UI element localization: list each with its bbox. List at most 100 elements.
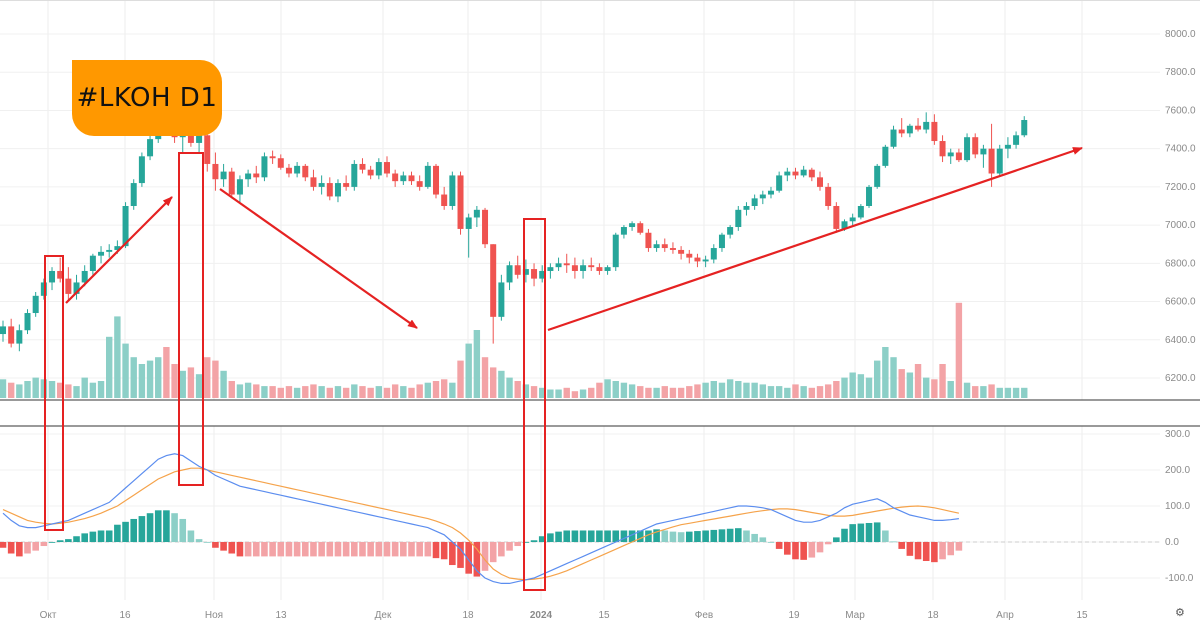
candle-body <box>457 175 464 229</box>
volume-bar <box>16 384 23 398</box>
macd-hist-bar <box>579 530 587 542</box>
candle-body <box>416 181 423 187</box>
macd-hist-bar <box>383 542 391 557</box>
macd-hist-bar <box>857 523 865 542</box>
volume-bar <box>931 379 938 398</box>
volume-bar <box>204 357 211 398</box>
macd-hist-bar <box>939 542 946 560</box>
macd-hist-bar <box>440 542 448 560</box>
price-tick-label: 6200.0 <box>1165 373 1196 384</box>
volume-bar <box>40 379 48 398</box>
macd-hist-bar <box>163 510 170 542</box>
volume-bar <box>130 357 137 398</box>
candle-body <box>800 169 807 176</box>
candle-body <box>465 217 472 229</box>
candle-body <box>98 251 105 256</box>
macd-hist-bar <box>171 513 178 542</box>
macd-hist-bar <box>563 530 571 542</box>
volume-bar <box>661 386 668 398</box>
volume-bar <box>32 377 39 398</box>
candle-body <box>776 175 783 191</box>
volume-bar <box>0 379 7 398</box>
candle-body <box>874 165 881 187</box>
macd-hist-bar <box>808 542 816 558</box>
candle-body <box>980 148 987 155</box>
volume-bar <box>440 379 448 398</box>
signal-line <box>2 467 960 581</box>
macd-hist-bar <box>841 528 848 542</box>
macd-hist-bar <box>906 542 914 556</box>
macd-hist-bar <box>661 530 669 542</box>
candle-body <box>882 146 889 166</box>
macd-hist-bar <box>203 542 211 543</box>
macd-hist-bar <box>277 542 285 557</box>
candle-body <box>40 282 47 296</box>
candle-body <box>253 173 260 178</box>
macd-hist-bar <box>514 542 522 547</box>
candle-body <box>81 270 88 283</box>
annotations <box>44 146 1083 591</box>
volume-bar <box>963 382 971 398</box>
macd-hist-bar <box>89 531 97 542</box>
candle-body <box>563 263 570 266</box>
volume-bar <box>367 387 374 398</box>
volume-bar <box>694 384 701 398</box>
indicator-tick-label: 200.0 <box>1165 465 1190 476</box>
volume-bar <box>302 386 309 398</box>
candle-body <box>400 175 407 182</box>
volume-bar <box>555 389 562 398</box>
macd-hist-bar <box>865 522 873 542</box>
volume-bar <box>604 379 611 398</box>
macd-hist-bar <box>833 537 840 542</box>
macd-hist-bar <box>743 530 750 542</box>
volume-bar <box>841 377 848 398</box>
volume-bar <box>187 367 195 398</box>
candle-body <box>196 135 203 143</box>
macd-hist-bar <box>130 518 138 542</box>
candle-body <box>612 234 619 268</box>
macd-hist-bar <box>220 542 227 551</box>
macd-hist-bar <box>457 542 464 568</box>
volume-bar <box>939 364 946 398</box>
macd-hist-bar <box>432 542 440 559</box>
candle-body <box>1021 120 1028 136</box>
volume-bar <box>334 386 342 398</box>
volume-bar <box>457 360 464 398</box>
volume-bar <box>571 391 579 398</box>
price-tick-label: 7000.0 <box>1165 220 1196 231</box>
macd-hist-bar <box>522 542 530 543</box>
volume-bar <box>653 387 660 398</box>
candle-body <box>988 148 995 174</box>
gear-icon[interactable]: ⚙ <box>1175 606 1185 619</box>
candle-body <box>972 137 979 155</box>
candle-body <box>669 248 676 250</box>
candle-body <box>629 223 636 228</box>
highlight-box <box>178 152 204 486</box>
candle-body <box>637 223 644 233</box>
candle-body <box>424 165 431 187</box>
time-label: 19 <box>788 610 800 621</box>
candle-body <box>710 248 717 260</box>
volume-bar <box>277 387 284 398</box>
volume-bar <box>784 387 791 398</box>
macd-hist-bar <box>767 542 775 543</box>
candle-body <box>996 148 1003 174</box>
volume-bar <box>612 381 619 398</box>
macd-hist-bar <box>40 542 48 547</box>
volume-bar <box>759 384 767 398</box>
candle-body <box>923 121 930 130</box>
candle-body <box>187 131 194 143</box>
candle-body <box>808 169 815 178</box>
candle-body <box>49 270 56 283</box>
candle-body <box>678 249 685 254</box>
macd-hist-bar <box>775 542 783 549</box>
macd-hist-bar <box>465 542 472 574</box>
candle-body <box>841 221 848 229</box>
candle-body <box>433 165 440 195</box>
macd-hist-bar <box>195 539 203 542</box>
macd-hist-bar <box>498 542 505 557</box>
candle-body <box>204 135 211 164</box>
candle-body <box>947 152 954 157</box>
volume-bar <box>718 382 726 398</box>
